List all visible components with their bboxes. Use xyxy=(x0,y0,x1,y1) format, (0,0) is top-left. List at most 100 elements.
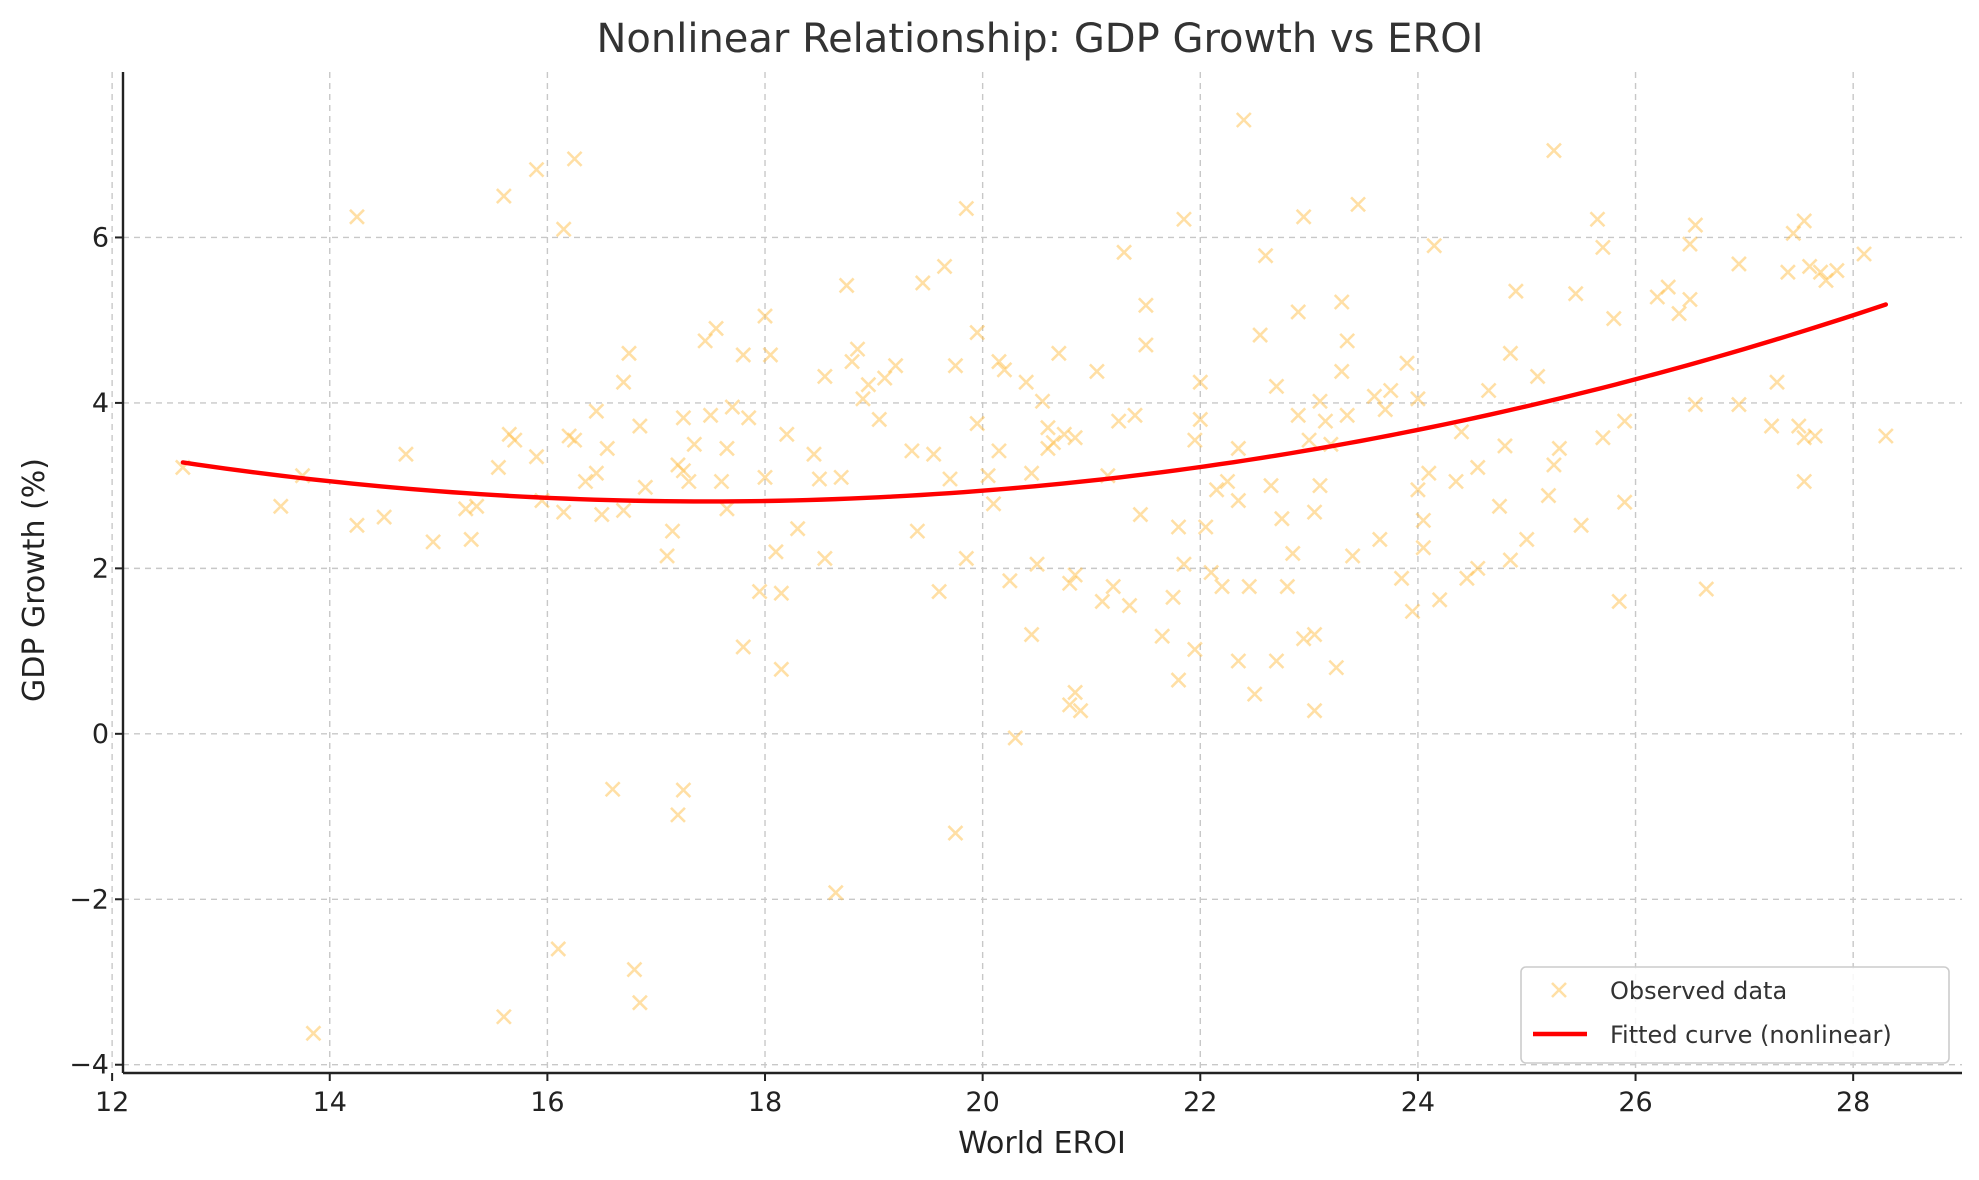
scatter-point xyxy=(1540,487,1557,504)
scatter-point xyxy=(1127,407,1143,424)
scatter-point xyxy=(593,506,610,523)
scatter-point xyxy=(1306,626,1323,643)
scatter-point xyxy=(757,308,773,324)
scatter-point xyxy=(871,411,888,428)
scatter-point xyxy=(1339,332,1356,349)
y-gridlines xyxy=(123,236,1962,1066)
scatter-point xyxy=(1502,345,1519,362)
scatter-point xyxy=(675,782,692,798)
scatter-point xyxy=(1573,517,1590,534)
scatter-point xyxy=(1420,465,1437,482)
scatter-point xyxy=(1409,390,1426,407)
scatter-point xyxy=(1682,291,1698,308)
legend-observed-marker xyxy=(1551,982,1567,998)
scatter-point xyxy=(1415,512,1432,529)
scatter-point xyxy=(1551,440,1568,457)
x-tick-label: 28 xyxy=(1836,1087,1870,1118)
scatter-point xyxy=(1230,492,1247,509)
scatter-point xyxy=(719,500,735,517)
scatter-point xyxy=(599,440,616,457)
scatter-point xyxy=(1023,465,1040,482)
scatter-point xyxy=(1828,262,1845,279)
chart-title: Nonlinear Relationship: GDP Growth vs ER… xyxy=(596,16,1483,62)
x-tick-label: 18 xyxy=(748,1087,782,1118)
scatter-point xyxy=(528,161,545,178)
y-tick-label: 0 xyxy=(92,719,109,750)
scatter-point xyxy=(1284,545,1301,562)
scatter-point xyxy=(577,473,594,490)
scatter-point xyxy=(425,533,442,550)
scatter-point xyxy=(762,347,779,363)
y-tick-label: 6 xyxy=(92,222,109,253)
scatter-point xyxy=(1312,477,1328,494)
scatter-point xyxy=(1404,603,1421,620)
scatter-point xyxy=(773,661,790,678)
scatter-point xyxy=(1067,684,1084,701)
scatter-point xyxy=(838,277,855,294)
scatter-point xyxy=(1273,510,1290,527)
scatter-point xyxy=(1317,413,1334,430)
x-gridlines xyxy=(111,72,1854,1073)
scatter-point xyxy=(664,523,681,540)
scatter-point xyxy=(1399,355,1415,372)
scatter-point xyxy=(740,409,757,426)
scatter-point xyxy=(1426,237,1443,254)
y-tick-label: −4 xyxy=(69,1050,109,1081)
x-tick-label: 20 xyxy=(965,1087,999,1118)
scatter-point xyxy=(1409,481,1426,498)
legend: Observed data Fitted curve (nonlinear) xyxy=(1520,966,1950,1064)
scatter-point xyxy=(1594,239,1611,256)
scatter-point xyxy=(1105,578,1122,595)
scatter-point xyxy=(958,200,975,217)
scatter-point xyxy=(947,357,964,374)
scatter-point xyxy=(1230,440,1247,457)
scatter-point xyxy=(996,361,1013,378)
scatter-point xyxy=(1001,572,1018,589)
scatter-point xyxy=(272,498,289,515)
scatter-point xyxy=(686,436,703,453)
scatter-point xyxy=(1137,297,1154,314)
scatter-point xyxy=(1796,473,1813,490)
scatter-point xyxy=(909,523,926,540)
scatter-point xyxy=(1072,702,1089,719)
scatter-point xyxy=(495,1008,512,1025)
scatter-point xyxy=(626,961,643,978)
scatter-point xyxy=(1170,519,1187,535)
scatter-point xyxy=(1040,419,1056,436)
fitted-curve-line xyxy=(180,302,1889,504)
scatter-point xyxy=(506,432,523,449)
scatter-point xyxy=(550,940,567,957)
y-axis-label: GDP Growth (%) xyxy=(17,458,52,702)
scatter-point xyxy=(1023,626,1040,643)
scatter-point xyxy=(1045,434,1062,451)
scatter-point xyxy=(1219,473,1236,490)
scatter-point xyxy=(1611,593,1628,610)
scatter-point xyxy=(991,442,1007,459)
scatter-point xyxy=(767,543,784,560)
scatter-point xyxy=(1333,363,1350,380)
scatter-point xyxy=(773,585,790,602)
scatter-point xyxy=(1088,363,1105,380)
scatter-point xyxy=(1731,256,1747,272)
scatter-point xyxy=(931,583,948,600)
scatter-point xyxy=(1682,236,1698,252)
scatter-point xyxy=(621,345,637,362)
scatter-point xyxy=(1339,407,1356,424)
scatter-point xyxy=(1061,575,1078,592)
scatter-point xyxy=(1279,578,1296,595)
scatter-point xyxy=(490,459,507,476)
scatter-point xyxy=(844,353,860,370)
scatter-point xyxy=(566,150,583,167)
scatter-point xyxy=(969,415,986,432)
y-tick-label: −2 xyxy=(69,884,109,915)
scatter-point xyxy=(904,442,920,459)
scatter-point xyxy=(588,465,605,482)
scatter-point xyxy=(1333,294,1350,310)
scatter-point xyxy=(1507,283,1524,300)
scatter-point xyxy=(528,448,545,465)
scatter-point xyxy=(631,994,648,1011)
scatter-point xyxy=(566,432,583,449)
scatter-point xyxy=(1453,423,1470,440)
scatter-point xyxy=(1371,531,1388,548)
